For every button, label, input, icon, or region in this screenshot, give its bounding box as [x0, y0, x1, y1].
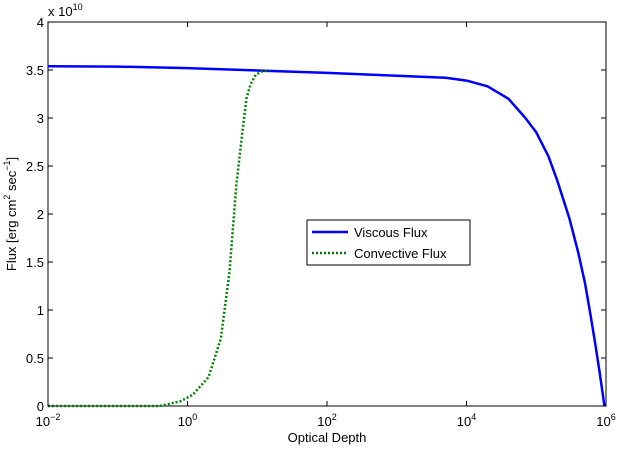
y-tick-label: 0.5 [26, 351, 44, 366]
series-layer [47, 64, 606, 408]
legend-label-convective: Convective Flux [354, 246, 447, 261]
x-tick-label: 100 [178, 412, 197, 429]
series-line-viscous-flux [47, 64, 606, 407]
ticks-layer: 10−2 100 102 104 106 0 0.5 1 1.5 2 2.5 3 3.5 4 [26, 15, 616, 429]
y-tick-label: 2.5 [26, 159, 44, 174]
y-tick-label: 3 [37, 111, 44, 126]
x-tick-label: 104 [457, 412, 476, 429]
plot-area [47, 21, 607, 407]
legend-label-viscous: Viscous Flux [354, 225, 428, 240]
x-tick-label: 10−2 [36, 412, 61, 429]
y-tick-label: 1 [37, 303, 44, 318]
y-tick-label: 2 [37, 207, 44, 222]
x-tick-label: 102 [317, 412, 336, 429]
legend: Viscous Flux Convective Flux [306, 219, 471, 266]
x-axis-label: Optical Depth [288, 430, 367, 445]
y-axis-label: Flux [erg cm2 sec−1] [2, 157, 19, 271]
x-tick-label: 106 [596, 412, 615, 429]
y-multiplier-label: x 1010 [48, 2, 83, 19]
y-tick-label: 4 [37, 15, 44, 30]
legend-box [306, 219, 471, 266]
y-tick-label: 1.5 [26, 255, 44, 270]
y-tick-label: 3.5 [26, 63, 44, 78]
y-tick-label: 0 [37, 399, 44, 414]
